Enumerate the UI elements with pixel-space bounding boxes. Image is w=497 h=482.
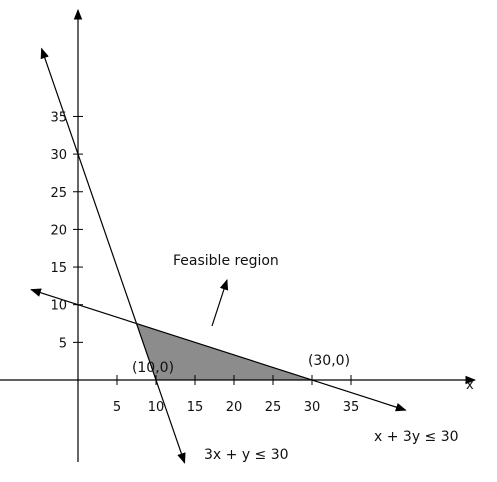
x-axis-label: x xyxy=(466,378,474,393)
y-tick-label-15: 15 xyxy=(50,261,67,276)
y-tick-label-35: 35 xyxy=(50,110,67,125)
y-tick-label-25: 25 xyxy=(50,186,67,201)
x-tick-label-25: 25 xyxy=(265,400,282,415)
x-tick-label-10: 10 xyxy=(148,400,165,415)
constraint-lines xyxy=(30,47,407,464)
x-tick-label-35: 35 xyxy=(343,400,360,415)
ticks: 5 10 15 20 25 30 35 5 10 15 20 25 30 35 xyxy=(50,110,359,415)
feasible-region-label: Feasible region xyxy=(173,253,279,269)
constraint-line-2 xyxy=(30,288,407,412)
constraint-label-1: 3x + y ≤ 30 xyxy=(204,447,289,463)
y-tick-label-5: 5 xyxy=(59,336,67,351)
point-label-30-0: (30,0) xyxy=(308,353,350,369)
y-tick-label-10: 10 xyxy=(50,299,67,314)
x-tick-label-5: 5 xyxy=(113,400,121,415)
y-tick-label-30: 30 xyxy=(50,148,67,163)
y-tick-label-20: 20 xyxy=(50,223,67,238)
axes xyxy=(0,8,477,462)
x-tick-label-20: 20 xyxy=(226,400,243,415)
feasible-region-pointer xyxy=(211,278,229,327)
annotations: x (10,0) (30,0) 3x + y ≤ 30 x + 3y ≤ 30 Feasi… xyxy=(132,253,474,463)
constraint-label-2: x + 3y ≤ 30 xyxy=(374,429,459,445)
point-label-10-0: (10,0) xyxy=(132,360,174,376)
x-tick-label-15: 15 xyxy=(187,400,204,415)
x-tick-label-30: 30 xyxy=(304,400,321,415)
